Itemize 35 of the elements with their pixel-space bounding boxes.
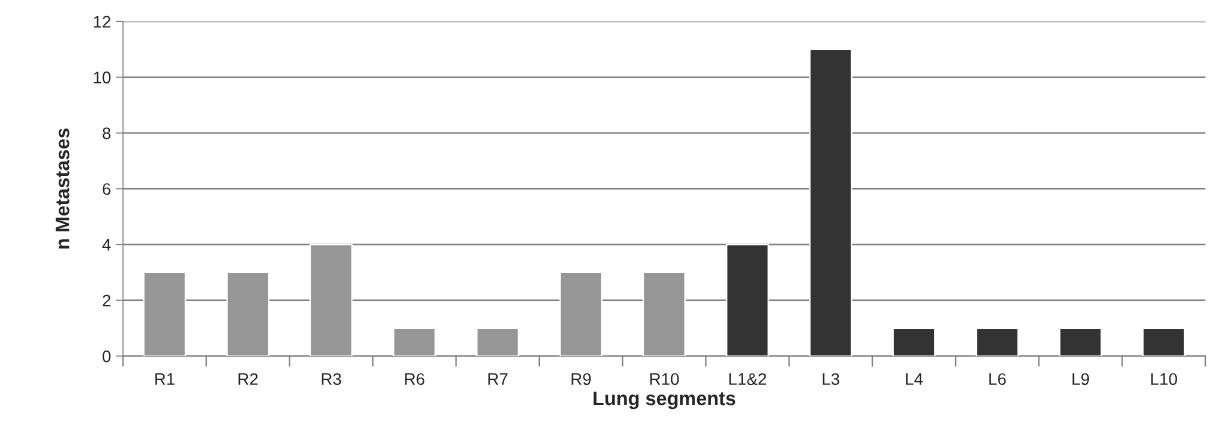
bar [975,327,1019,357]
bar [809,48,853,357]
bar [642,271,686,357]
x-tick-label: R3 [321,373,342,385]
x-tick-label: L9 [1072,373,1089,385]
x-tick-label: R7 [488,373,508,385]
bar [725,243,769,357]
x-axis-title: Lung segments [593,391,736,410]
x-tick-label: R1 [155,373,175,385]
x-tick-label: R9 [571,373,591,385]
bar [476,327,520,357]
x-tick-label: L3 [822,373,840,385]
y-tick-label: 0 [102,350,111,363]
bar [1142,327,1186,357]
x-tick-label: R2 [238,373,258,385]
x-tick-label: L6 [989,373,1006,385]
bar [226,271,270,357]
bar [143,271,187,357]
y-tick-label: 4 [102,239,111,251]
bar [892,327,936,357]
y-tick-label: 10 [93,71,111,84]
y-tick-label: 12 [93,15,111,28]
bar [559,271,603,357]
y-tick-label: 6 [102,183,111,195]
x-tick-label: L1&2 [729,373,767,385]
bar [309,243,353,357]
x-tick-label: L4 [906,373,923,385]
y-axis-title: n Metastases [55,128,70,249]
y-tick-label: 8 [102,127,111,140]
x-tick-label: L10 [1151,373,1178,385]
y-tick-label: 2 [102,294,111,307]
bar [1058,327,1103,357]
x-tick-label: R10 [650,373,679,385]
x-tick-label: R6 [405,373,425,385]
bar [392,327,436,357]
